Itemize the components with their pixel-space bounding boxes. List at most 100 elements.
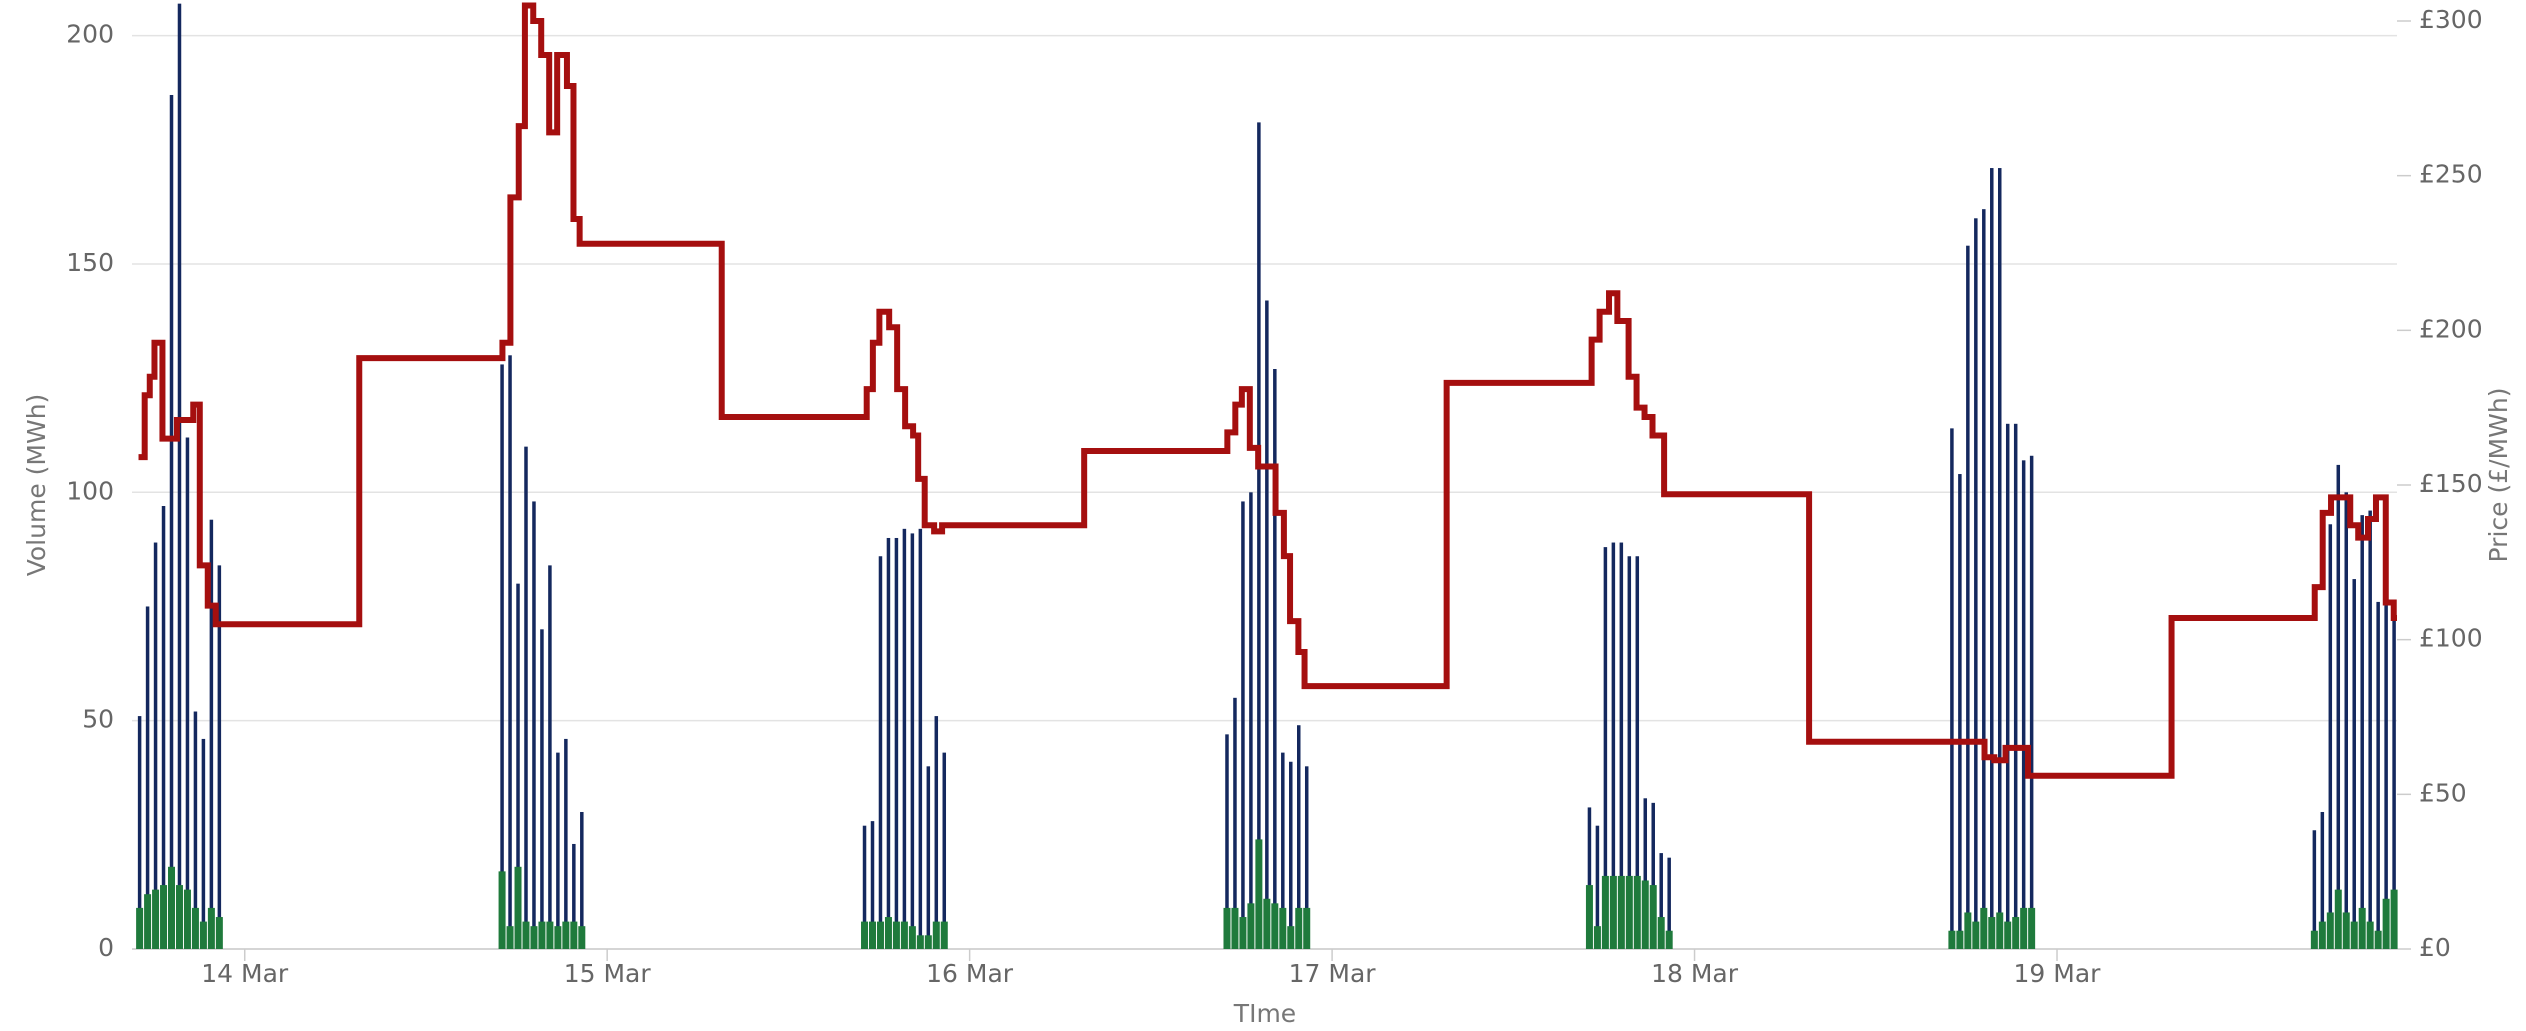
bar (2004, 921, 2012, 949)
bar (556, 752, 560, 949)
bar (1239, 917, 1247, 949)
bar (1279, 907, 1287, 949)
bar (886, 537, 891, 949)
bar (1271, 903, 1279, 949)
bar (2336, 464, 2341, 949)
bar (217, 565, 222, 949)
x-tick-label: 19 Mar (2014, 959, 2102, 988)
bar (1603, 547, 1608, 949)
bar (1225, 734, 1229, 949)
bar (191, 907, 199, 949)
y2-tick-label: £100 (2419, 624, 2483, 653)
bar (201, 738, 206, 949)
y2-tick-label: £0 (2419, 933, 2451, 962)
bar (1997, 168, 2002, 949)
bar (137, 716, 142, 949)
bar (2352, 579, 2356, 949)
bar (177, 3, 182, 949)
bar (1273, 369, 1277, 949)
bar (578, 926, 586, 949)
bar (2029, 455, 2034, 949)
bar (2310, 930, 2318, 949)
bar (1303, 907, 1311, 949)
bar (1617, 875, 1625, 949)
bar (1289, 761, 1293, 949)
bar (884, 917, 892, 949)
bar (546, 921, 554, 949)
bar (1619, 542, 1624, 949)
bar (2390, 889, 2398, 949)
bar (1974, 218, 1978, 950)
bar (862, 825, 867, 949)
bar (1659, 853, 1663, 949)
bar (918, 528, 923, 949)
bar (2012, 917, 2020, 949)
bar (1972, 921, 1980, 949)
bar (1988, 917, 1996, 949)
x-axis-title: TIme (1233, 999, 1296, 1028)
y-tick-label: 100 (66, 476, 114, 505)
y-tick-label: 0 (98, 933, 114, 962)
bar (942, 752, 947, 949)
bar (193, 711, 198, 949)
bar (514, 866, 522, 949)
bar (508, 355, 512, 950)
bar (199, 921, 207, 949)
bar (540, 629, 544, 949)
bar (183, 889, 191, 949)
bar (892, 921, 900, 949)
bar (2320, 811, 2325, 949)
bar (2326, 912, 2334, 949)
bar (1667, 857, 1671, 949)
bar (916, 935, 924, 949)
bar (1633, 875, 1641, 949)
x-tick-label: 15 Mar (564, 959, 652, 988)
bar (1627, 556, 1632, 949)
bar (1956, 930, 1964, 949)
bar (2368, 510, 2372, 949)
y-tick-label: 200 (66, 20, 114, 49)
bar (145, 606, 150, 949)
bar (169, 94, 174, 949)
bar (554, 926, 562, 949)
bar (1651, 802, 1655, 949)
bar (1966, 245, 1970, 949)
bar (498, 871, 506, 949)
bar (572, 843, 576, 949)
bar (2342, 912, 2350, 949)
bar (1657, 917, 1665, 949)
bar (1982, 209, 1986, 950)
bar (2028, 907, 2036, 949)
y2-tick-label: £50 (2419, 778, 2467, 807)
bar (900, 921, 908, 949)
bar (934, 716, 939, 949)
bar (1249, 492, 1253, 949)
bar (506, 926, 514, 949)
x-tick-label: 14 Mar (201, 959, 289, 988)
bar (1980, 907, 1988, 949)
bar (1281, 752, 1285, 949)
y2-tick-label: £200 (2419, 314, 2483, 343)
bar (144, 894, 152, 949)
bar (926, 766, 931, 949)
bar (908, 926, 916, 949)
bar (1231, 907, 1239, 949)
bar (548, 565, 552, 949)
y2-tick-label: £250 (2419, 160, 2483, 189)
bar (2021, 460, 2026, 949)
bar (564, 738, 568, 949)
bar (524, 446, 528, 949)
bar (1996, 912, 2004, 949)
bar (207, 907, 215, 949)
bar (2384, 515, 2388, 949)
bar (902, 528, 907, 949)
bar (1958, 474, 1962, 949)
bar (2392, 606, 2396, 949)
bar (516, 583, 520, 949)
bar (215, 917, 223, 949)
x-tick-label: 18 Mar (1651, 959, 1739, 988)
y2-axis-title: Price (£/MWh) (2484, 388, 2513, 563)
bar (1641, 880, 1649, 949)
x-tick-label: 16 Mar (926, 959, 1014, 988)
